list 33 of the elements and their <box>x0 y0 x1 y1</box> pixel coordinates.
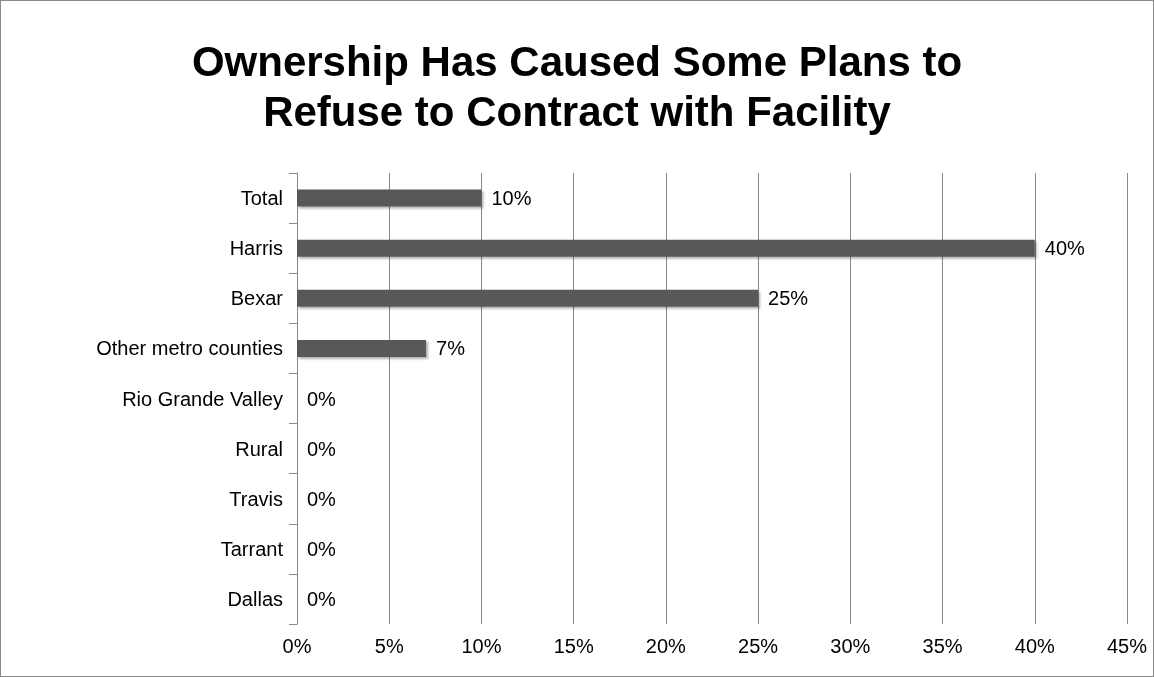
x-tick-label: 40% <box>1014 635 1056 657</box>
data-label: 0% <box>307 387 337 410</box>
x-tick-label: 5% <box>374 635 404 657</box>
y-tick-label: Bexar <box>230 287 284 310</box>
data-label: 7% <box>436 337 466 360</box>
y-tick-label: Total <box>240 187 283 210</box>
y-tick-label: Rio Grande Valley <box>122 387 283 410</box>
y-tick-label: Other metro counties <box>96 337 283 360</box>
x-tick-label: 25% <box>738 635 779 657</box>
bar <box>297 289 759 307</box>
data-label: 40% <box>1044 237 1086 260</box>
bar <box>297 239 1035 257</box>
x-tick-label: 20% <box>645 635 687 657</box>
x-tick-label: 15% <box>553 635 594 657</box>
data-label: 0% <box>307 437 337 460</box>
bar <box>297 189 482 207</box>
data-label: 0% <box>307 487 337 510</box>
data-label: 10% <box>491 187 532 210</box>
y-tick-label: Tarrant <box>220 537 284 560</box>
data-label: 0% <box>307 587 337 610</box>
x-tick-label: 45% <box>1106 635 1148 657</box>
x-tick-label: 35% <box>922 635 963 657</box>
x-tick-label: 10% <box>461 635 502 657</box>
y-tick-label: Harris <box>229 237 283 260</box>
x-tick-label: 30% <box>830 635 871 657</box>
data-label: 25% <box>768 287 809 310</box>
x-tick-label: 0% <box>282 635 312 657</box>
y-tick-label: Rural <box>235 437 283 460</box>
y-tick-label: Dallas <box>227 587 283 610</box>
data-label: 0% <box>307 537 337 560</box>
bar <box>297 339 427 357</box>
y-tick-label: Travis <box>229 487 283 510</box>
chart-title: Ownership Has Caused Some Plans to Refuse to Contract with Facility <box>191 37 963 135</box>
